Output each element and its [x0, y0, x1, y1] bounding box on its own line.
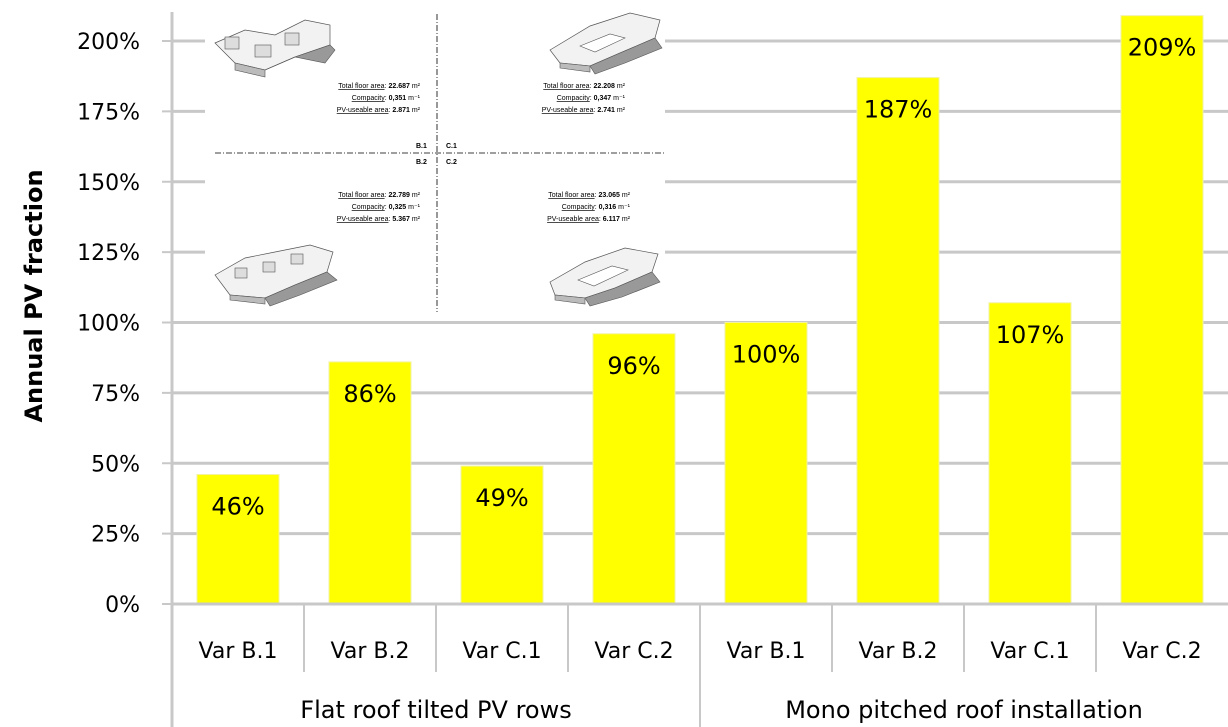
y-tick-label: 200% — [77, 30, 140, 55]
data-labels: 46% 86% 49% 96% 100% 187% 107% 209% — [211, 34, 1196, 521]
bar — [460, 465, 544, 605]
category-label: Var C.1 — [990, 639, 1069, 664]
building-sketch-b2 — [214, 244, 338, 307]
axes — [170, 12, 1228, 727]
category-label: Var B.1 — [727, 639, 806, 664]
bar — [196, 474, 280, 605]
data-label: 86% — [343, 380, 396, 408]
category-label: Var C.2 — [594, 639, 673, 664]
inset-stat-line: Total floor area: 22.687 m² — [338, 83, 420, 90]
category-labels: Var B.1 Var B.2 Var C.1 Var C.2 Var B.1 Var B… — [199, 639, 1202, 664]
y-tick-label: 0% — [105, 593, 140, 618]
bar — [328, 361, 412, 605]
inset-stat-line: Compacity: 0,316 m⁻¹ — [562, 204, 631, 211]
inset-stat-line: Total floor area: 23.065 m² — [548, 192, 630, 199]
category-label: Var B.1 — [199, 639, 278, 664]
data-label: 49% — [475, 484, 528, 512]
inset-stat-line: PV-useable area: 6.117 m² — [547, 216, 631, 223]
y-tick-label: 150% — [77, 171, 140, 196]
inset-stat-line: PV-useable area: 2.871 m² — [337, 107, 421, 114]
bar — [856, 77, 940, 605]
y-axis-ticks: 0% 25% 50% 75% 100% 125% 150% 175% 200% — [77, 30, 172, 618]
data-label: 46% — [211, 493, 264, 521]
inset-stat-line: Total floor area: 22.208 m² — [543, 83, 625, 90]
y-tick-label: 25% — [91, 523, 140, 548]
quadrant-label-b2: B.2 — [416, 159, 427, 166]
inset-stat-line: PV-useable area: 2.741 m² — [542, 107, 626, 114]
building-sketch-c2 — [549, 247, 661, 307]
inset-stat-line: Compacity: 0,325 m⁻¹ — [352, 204, 421, 211]
y-tick-label: 75% — [91, 382, 140, 407]
quadrant-label-c1: C.1 — [446, 143, 457, 150]
inset-stat-line: Total floor area: 22.789 m² — [338, 192, 420, 199]
y-tick-label: 50% — [91, 452, 140, 477]
building-sketch-b1 — [214, 19, 336, 78]
inset-stat-line: Compacity: 0,351 m⁻¹ — [352, 95, 421, 102]
building-sketch-c1 — [549, 12, 663, 75]
building-variants-inset: B.1 C.1 B.2 C.2 Total floor area: 22.687… — [205, 12, 665, 312]
bar — [988, 302, 1072, 605]
quadrant-label-b1: B.1 — [416, 143, 427, 150]
y-tick-label: 175% — [77, 100, 140, 125]
bar — [724, 322, 808, 605]
data-label: 96% — [607, 352, 660, 380]
group-label: Flat roof tilted PV rows — [300, 696, 571, 724]
data-label: 209% — [1128, 34, 1197, 62]
y-tick-label: 100% — [77, 312, 140, 337]
data-label: 100% — [732, 341, 801, 369]
bars — [196, 15, 1204, 605]
bar — [592, 333, 676, 605]
group-label: Mono pitched roof installation — [785, 696, 1143, 724]
data-label: 107% — [996, 321, 1065, 349]
inset-stats-panels: Total floor area: 22.687 m² Compacity: 0,… — [337, 83, 631, 223]
quadrant-label-c2: C.2 — [446, 159, 457, 166]
y-axis-label: Annual PV fraction — [20, 169, 48, 422]
category-label: Var C.2 — [1122, 639, 1201, 664]
y-tick-label: 125% — [77, 241, 140, 266]
category-label: Var B.2 — [859, 639, 938, 664]
data-label: 187% — [864, 96, 933, 124]
bar — [1120, 15, 1204, 605]
inset-stat-line: Compacity: 0,347 m⁻¹ — [557, 95, 626, 102]
category-label: Var C.1 — [462, 639, 541, 664]
category-label: Var B.2 — [331, 639, 410, 664]
inset-stat-line: PV-useable area: 5.367 m² — [337, 216, 421, 223]
group-labels: Flat roof tilted PV rows Mono pitched roo… — [300, 696, 1143, 724]
